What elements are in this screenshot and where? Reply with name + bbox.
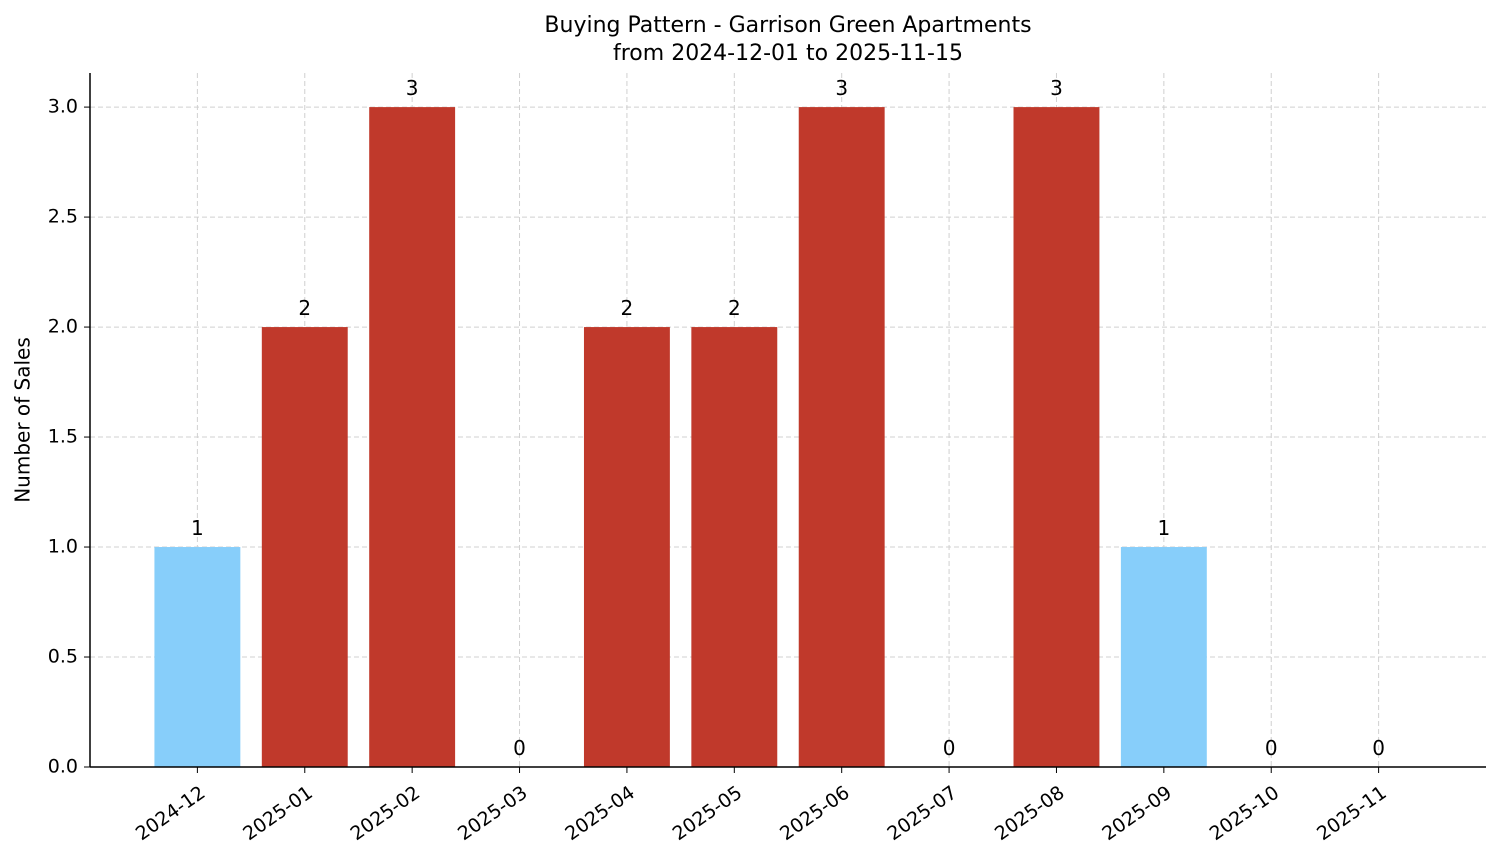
value-label: 1	[191, 516, 204, 540]
value-label: 3	[406, 76, 419, 100]
chart-title: Buying Pattern - Garrison Green Apartmen…	[544, 13, 1031, 38]
y-tick-label: 2.5	[48, 206, 78, 228]
value-label: 1	[1157, 516, 1170, 540]
value-label: 0	[1372, 736, 1385, 760]
bar	[261, 327, 348, 767]
x-tick-label: 2025-09	[1098, 782, 1176, 846]
x-tick-label: 2025-08	[991, 782, 1069, 846]
bar	[1013, 107, 1100, 767]
value-label: 2	[728, 296, 741, 320]
y-tick-label: 1.0	[48, 536, 78, 558]
bar	[154, 547, 241, 767]
value-label: 0	[513, 736, 526, 760]
bar	[1120, 547, 1207, 767]
chart-subtitle: from 2024-12-01 to 2025-11-15	[613, 41, 963, 66]
value-label: 2	[621, 296, 634, 320]
x-tick-label: 2025-02	[347, 782, 425, 846]
bar	[369, 107, 456, 767]
y-tick-label: 0.0	[48, 756, 78, 778]
x-tick-label: 2025-01	[239, 782, 317, 846]
x-tick-label: 2025-10	[1206, 782, 1284, 846]
y-tick-label: 0.5	[48, 646, 78, 668]
bar	[691, 327, 778, 767]
y-tick-label: 1.5	[48, 426, 78, 448]
value-label: 0	[1265, 736, 1278, 760]
x-tick-label: 2025-05	[669, 782, 747, 846]
value-label: 2	[298, 296, 311, 320]
x-tick-label: 2024-12	[132, 782, 210, 846]
x-tick-label: 2025-03	[454, 782, 532, 846]
y-tick-label: 3.0	[48, 96, 78, 118]
bar	[583, 327, 670, 767]
bar	[798, 107, 885, 767]
value-label: 3	[1050, 76, 1063, 100]
value-label: 0	[943, 736, 956, 760]
x-tick-label: 2025-04	[561, 782, 639, 846]
x-tick-label: 2025-11	[1313, 782, 1391, 846]
x-tick-label: 2025-06	[776, 782, 854, 846]
x-tick-label: 2025-07	[883, 782, 961, 846]
y-axis-label: Number of Sales	[11, 337, 35, 503]
value-label: 3	[835, 76, 848, 100]
y-tick-label: 2.0	[48, 316, 78, 338]
